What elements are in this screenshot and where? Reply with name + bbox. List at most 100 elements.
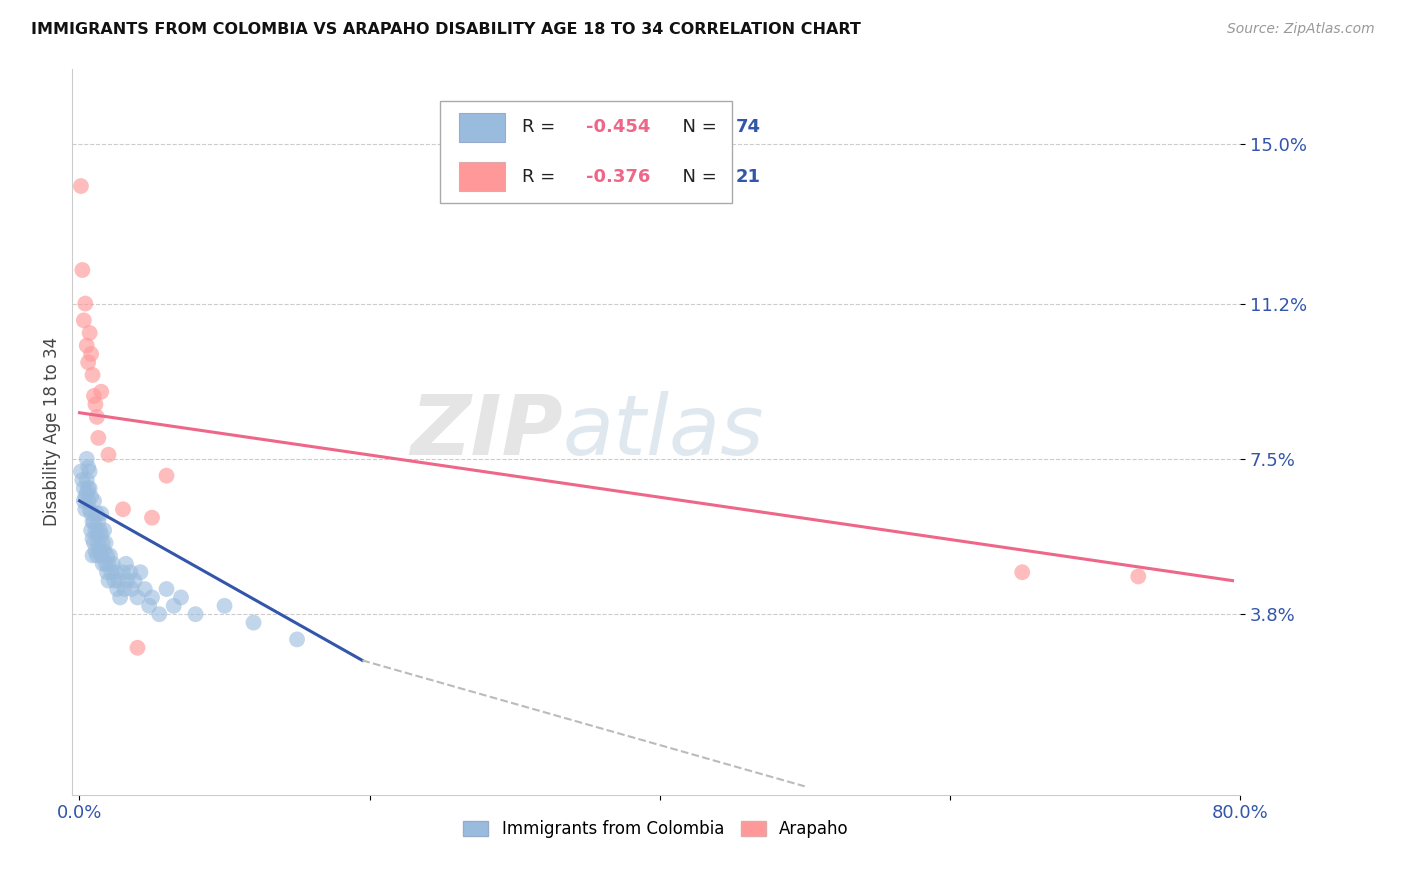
Point (77, 355, 100, 369)
Point (100, 566, 122, 580)
Point (214, 599, 236, 613)
Point (285, 632, 308, 647)
Point (141, 510, 163, 524)
Text: N =: N = (671, 119, 723, 136)
Point (1128, 569, 1150, 583)
Point (75, 490, 97, 504)
Point (94, 536, 117, 550)
Point (98, 549, 121, 563)
Text: 74: 74 (735, 119, 761, 136)
Point (155, 468, 177, 483)
Point (90, 527, 112, 541)
Point (80, 490, 103, 504)
Point (155, 582, 177, 596)
Point (124, 574, 146, 588)
FancyBboxPatch shape (440, 101, 733, 202)
Point (87, 515, 110, 529)
Point (80, 347, 103, 361)
Point (127, 591, 149, 605)
Point (76, 338, 98, 352)
Point (94, 557, 117, 571)
FancyBboxPatch shape (458, 162, 505, 191)
Point (77, 481, 100, 495)
Text: atlas: atlas (562, 391, 765, 472)
Point (70, 179, 93, 194)
Point (79, 502, 101, 516)
Point (115, 557, 138, 571)
Point (138, 599, 160, 613)
Point (86, 409, 108, 424)
Point (93, 544, 115, 558)
Text: ZIP: ZIP (411, 391, 562, 472)
Point (129, 566, 152, 580)
Point (103, 574, 125, 588)
Point (111, 566, 134, 580)
Point (89, 544, 111, 558)
Point (121, 582, 143, 596)
Point (163, 599, 186, 613)
Point (170, 591, 193, 605)
Point (97, 574, 120, 588)
Point (82, 532, 104, 546)
Point (79, 481, 101, 495)
Point (84, 397, 107, 411)
Point (242, 615, 264, 630)
Point (76, 451, 98, 466)
Point (82, 368, 104, 382)
Point (105, 582, 128, 596)
Point (111, 502, 134, 516)
Point (73, 481, 96, 495)
Text: R =: R = (522, 119, 561, 136)
Text: 21: 21 (735, 168, 761, 186)
Point (93, 523, 115, 537)
Point (84, 544, 107, 558)
Point (75, 502, 97, 516)
Point (114, 582, 136, 596)
Point (91, 536, 114, 550)
Point (87, 431, 110, 445)
Point (82, 515, 104, 529)
Legend: Immigrants from Colombia, Arapaho: Immigrants from Colombia, Arapaho (457, 814, 855, 845)
Y-axis label: Disability Age 18 to 34: Disability Age 18 to 34 (44, 337, 60, 526)
Point (97, 448, 120, 462)
Point (75, 296, 97, 310)
Point (80, 523, 103, 537)
Point (1011, 566, 1033, 580)
Point (90, 507, 112, 521)
Point (83, 494, 105, 508)
Point (184, 607, 207, 622)
Point (82, 549, 104, 563)
FancyBboxPatch shape (458, 112, 505, 142)
Point (90, 549, 112, 563)
Point (107, 574, 129, 588)
Point (76, 473, 98, 487)
Point (86, 549, 108, 563)
Point (104, 566, 127, 580)
Point (70, 465, 93, 479)
Point (108, 591, 131, 605)
Point (101, 557, 124, 571)
Point (120, 566, 142, 580)
Point (97, 557, 120, 571)
Point (73, 313, 96, 327)
Text: -0.376: -0.376 (586, 168, 651, 186)
Point (83, 515, 105, 529)
Text: R =: R = (522, 168, 561, 186)
Point (87, 536, 110, 550)
Point (77, 494, 100, 508)
Text: Source: ZipAtlas.com: Source: ZipAtlas.com (1227, 22, 1375, 37)
Point (83, 389, 105, 403)
Point (117, 574, 139, 588)
Point (134, 582, 156, 596)
Point (86, 507, 108, 521)
Point (72, 473, 94, 487)
Point (90, 384, 112, 399)
Point (79, 465, 101, 479)
Point (72, 263, 94, 277)
Point (96, 549, 118, 563)
Point (80, 507, 103, 521)
Point (76, 485, 98, 500)
Text: N =: N = (671, 168, 723, 186)
Point (83, 536, 105, 550)
Text: -0.454: -0.454 (586, 119, 651, 136)
